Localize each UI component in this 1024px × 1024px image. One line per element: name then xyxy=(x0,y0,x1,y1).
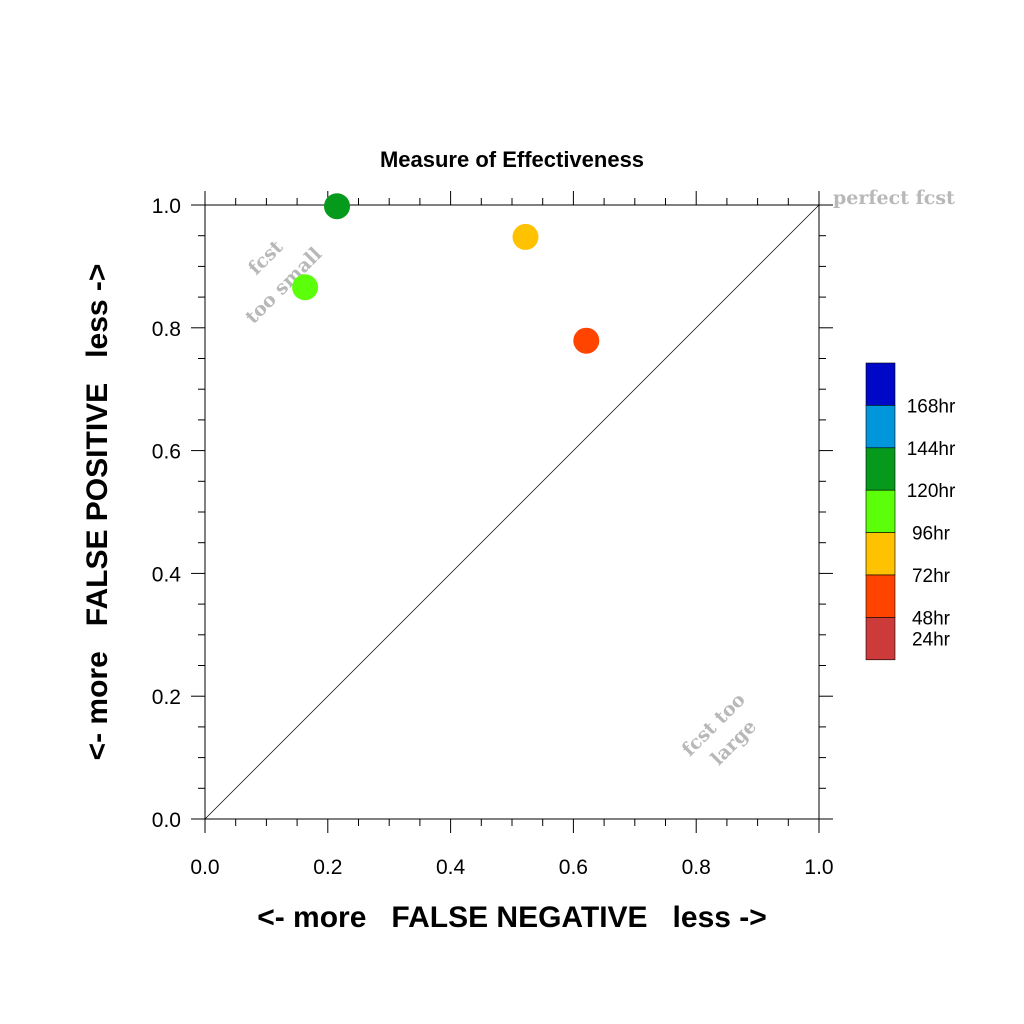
point-96hr xyxy=(292,274,319,301)
x-tick-label: 0.4 xyxy=(436,856,466,879)
legend-swatch-168hr xyxy=(865,362,896,406)
x-tick-label: 0.2 xyxy=(313,856,342,879)
x-axis-label: <- more FALSE NEGATIVE less -> xyxy=(257,901,767,934)
diagonal-reference-line xyxy=(204,204,820,820)
legend-swatch-96hr xyxy=(865,489,896,533)
point-48hr xyxy=(573,327,600,354)
legend-label-24hr: 24hr xyxy=(912,630,951,651)
y-tick-label: 1.0 xyxy=(152,195,181,218)
x-tick-label: 1.0 xyxy=(804,856,833,879)
point-72hr xyxy=(512,223,539,250)
y-tick-label: 0.0 xyxy=(152,809,181,832)
legend-label-48hr: 48hr xyxy=(912,608,951,629)
legend-label-72hr: 72hr xyxy=(912,566,951,587)
legend-swatch-48hr xyxy=(865,574,896,618)
legend-label-96hr: 96hr xyxy=(912,524,951,545)
legend-swatch-72hr xyxy=(865,532,896,576)
y-tick-label: 0.4 xyxy=(152,563,182,586)
legend-swatch-144hr xyxy=(865,405,896,449)
chart-title: Measure of Effectiveness xyxy=(380,147,644,172)
y-tick-label: 0.8 xyxy=(152,318,181,341)
point-120hr xyxy=(324,193,351,220)
tick-labels: 0.0 0.2 0.4 0.6 0.8 1.0 0.0 0.2 0.4 0.6 0.8 1.0 xyxy=(152,195,834,879)
x-tick-label: 0.0 xyxy=(190,856,219,879)
y-tick-label: 0.2 xyxy=(152,686,181,709)
axis-ticks xyxy=(191,191,833,833)
legend-label-120hr: 120hr xyxy=(907,481,956,502)
data-points xyxy=(292,193,600,354)
legend-swatch-120hr xyxy=(865,447,896,491)
legend-label-168hr: 168hr xyxy=(907,396,956,417)
legend-label-144hr: 144hr xyxy=(907,439,956,460)
y-tick-label: 0.6 xyxy=(152,441,181,464)
legend-swatch-24hr xyxy=(865,617,896,661)
annotations: perfect fcst fcst too small fcst too lar… xyxy=(241,187,955,770)
x-tick-label: 0.6 xyxy=(559,856,588,879)
x-tick-label: 0.8 xyxy=(682,856,711,879)
y-axis-label: <- more FALSE POSITIVE less -> xyxy=(81,264,114,761)
perfect-fcst-annotation: perfect fcst xyxy=(833,187,955,209)
